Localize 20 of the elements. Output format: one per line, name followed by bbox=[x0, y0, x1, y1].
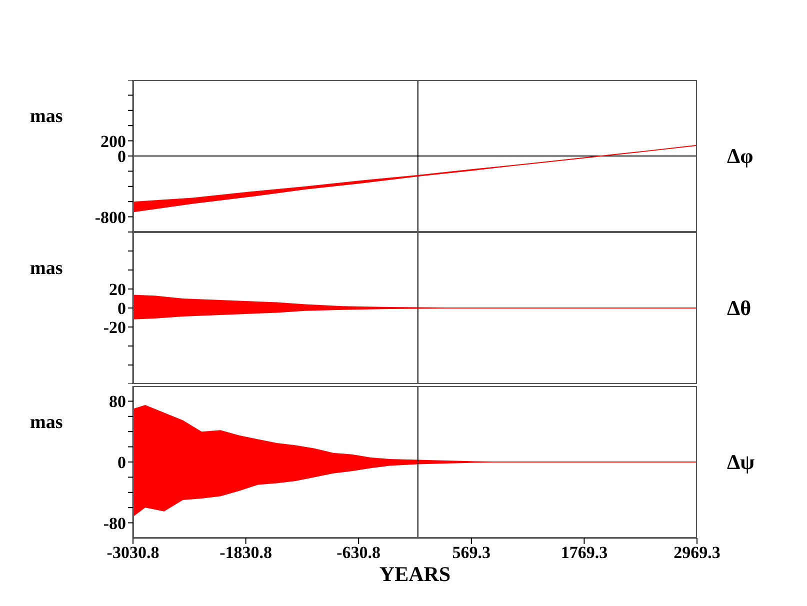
y-tick-label: 0 bbox=[118, 453, 126, 472]
y-axis-title: mas bbox=[30, 258, 63, 280]
y-tick-label: 20 bbox=[109, 280, 126, 300]
y-tick-label: 80 bbox=[109, 392, 126, 412]
y-axis-title: mas bbox=[30, 106, 63, 128]
x-tick-label: 1769.3 bbox=[560, 543, 608, 562]
series-label: Δθ bbox=[727, 296, 752, 321]
y-tick-label: -800 bbox=[94, 208, 126, 227]
y-tick-label: -80 bbox=[103, 514, 126, 533]
series-label: Δψ bbox=[727, 450, 755, 475]
series-label: Δφ bbox=[727, 144, 754, 169]
x-tick-label: 569.3 bbox=[452, 543, 491, 562]
x-tick-label: 2969.3 bbox=[674, 543, 720, 562]
y-tick-label: 0 bbox=[118, 299, 126, 318]
y-tick-label: -20 bbox=[103, 318, 126, 338]
x-axis-title: YEARS bbox=[378, 562, 452, 587]
y-axis-title: mas bbox=[30, 412, 63, 434]
x-tick-label: -630.8 bbox=[336, 543, 381, 562]
x-tick-label: -1830.8 bbox=[220, 543, 272, 562]
x-tick-label: -3030.8 bbox=[106, 543, 160, 562]
